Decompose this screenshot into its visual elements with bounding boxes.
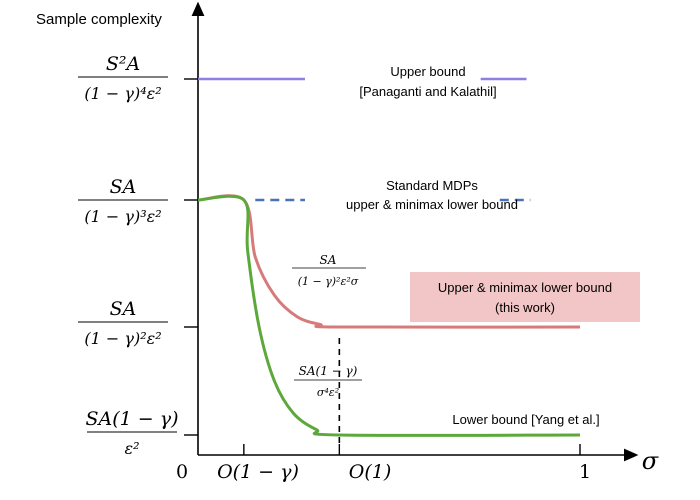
svg-text:SA: SA: [110, 176, 137, 198]
y-tick-label-s2a: S²A (1 − γ)⁴ε²: [78, 53, 168, 103]
svg-text:S²A: S²A: [106, 53, 140, 75]
svg-text:Upper bound: Upper bound: [390, 64, 465, 79]
svg-text:SA: SA: [320, 253, 337, 267]
y-tick-label-sa-squared: SA (1 − γ)²ε²: [78, 298, 168, 348]
svg-text:ε²: ε²: [125, 439, 140, 458]
x-axis-label: σ: [642, 447, 659, 475]
svg-text:Upper & minimax lower bound: Upper & minimax lower bound: [438, 280, 612, 295]
y-axis-label: Sample complexity: [36, 11, 162, 28]
svg-text:SA(1 − γ): SA(1 − γ): [299, 364, 358, 378]
this-work-label: Upper & minimax lower bound (this work): [438, 280, 612, 315]
svg-text:SA(1 − γ): SA(1 − γ): [85, 408, 178, 430]
svg-text:SA: SA: [110, 298, 137, 320]
x-tick-label-0: 0: [176, 461, 188, 483]
svg-text:(1 − γ)²ε²σ: (1 − γ)²ε²σ: [298, 275, 359, 288]
x-tick-label-1: 1: [579, 461, 591, 483]
y-tick-label-sa-cubed: SA (1 − γ)³ε²: [78, 176, 168, 226]
upper-bound-label: Upper bound [Panaganti and Kalathil]: [359, 64, 496, 99]
svg-text:(1 − γ)³ε²: (1 − γ)³ε²: [84, 207, 161, 226]
green-curve-formula-label: SA(1 − γ) σ⁴ε²: [294, 364, 362, 399]
this-work-highlight-box: [410, 272, 640, 322]
svg-text:(this work): (this work): [495, 300, 555, 315]
standard-mdps-label: Standard MDPs upper & minimax lower boun…: [346, 178, 518, 212]
y-tick-label-sa-one-minus-gamma: SA(1 − γ) ε²: [85, 408, 178, 458]
x-tick-label-o-one-minus-gamma: O(1 − γ): [217, 461, 299, 483]
svg-text:Standard MDPs: Standard MDPs: [386, 178, 478, 193]
svg-text:(1 − γ)²ε²: (1 − γ)²ε²: [84, 329, 161, 348]
svg-text:upper & minimax lower bound: upper & minimax lower bound: [346, 197, 518, 212]
svg-text:(1 − γ)⁴ε²: (1 − γ)⁴ε²: [84, 84, 161, 103]
red-curve-formula-label: SA (1 − γ)²ε²σ: [292, 253, 366, 288]
series-3-curve: [197, 194, 581, 437]
lower-bound-label: Lower bound [Yang et al.]: [452, 412, 599, 427]
svg-text:[Panaganti and Kalathil]: [Panaganti and Kalathil]: [359, 84, 496, 99]
x-tick-label-o-one: O(1): [349, 461, 392, 483]
svg-text:σ⁴ε²: σ⁴ε²: [317, 386, 339, 399]
